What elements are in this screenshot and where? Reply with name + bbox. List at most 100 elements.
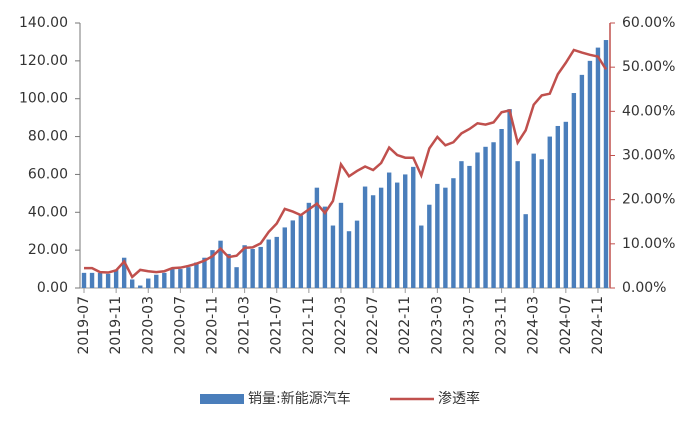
- bar: [403, 174, 408, 288]
- y2-tick-label: 10.00%: [622, 236, 675, 252]
- bar: [443, 187, 448, 288]
- bar: [507, 109, 512, 288]
- bar: [266, 239, 271, 288]
- bar: [89, 272, 95, 288]
- bar: [370, 195, 376, 288]
- bar: [306, 202, 312, 288]
- bar: [146, 278, 151, 288]
- x-tick-label: 2022-03: [333, 296, 349, 355]
- bar: [129, 279, 135, 288]
- legend-label: 渗透率: [438, 390, 480, 407]
- y2-tick-label: 50.00%: [622, 59, 675, 75]
- y-tick-label: 20.00: [28, 242, 68, 258]
- bar: [338, 202, 344, 288]
- bar: [378, 187, 384, 288]
- bar: [154, 274, 159, 288]
- line: [84, 48, 608, 279]
- y2-tick-label: 0.00%: [622, 280, 666, 296]
- y-tick-label: 120.00: [19, 53, 68, 69]
- x-tick-label: 2021-07: [269, 296, 285, 355]
- x-tick-label: 2023-03: [429, 296, 445, 355]
- bar: [555, 125, 561, 288]
- x-tick-label: 2024-03: [526, 296, 542, 355]
- y2-tick-label: 40.00%: [622, 103, 675, 119]
- y2-tick-label: 30.00%: [622, 148, 675, 164]
- x-tick-label: 2023-11: [494, 296, 510, 355]
- bar: [467, 165, 472, 288]
- bar: [97, 272, 103, 288]
- bar: [178, 269, 183, 288]
- x-tick-label: 2019-11: [108, 296, 124, 355]
- y-tick-label: 140.00: [19, 15, 68, 31]
- x-tick-label: 2021-11: [301, 296, 317, 355]
- y-tick-label: 40.00: [28, 204, 68, 220]
- bar: [218, 240, 223, 288]
- bar: [539, 159, 544, 288]
- bar: [81, 272, 87, 288]
- bar: [210, 250, 215, 288]
- y2-tick-label: 60.00%: [622, 15, 675, 31]
- x-tick-label: 2021-03: [237, 296, 253, 355]
- x-tick-label: 2019-07: [76, 296, 92, 355]
- bar: [346, 231, 352, 288]
- bar: [499, 129, 504, 288]
- bar: [202, 257, 207, 288]
- bar: [603, 40, 609, 289]
- bar: [483, 146, 488, 288]
- bar: [515, 161, 520, 288]
- bar: [459, 161, 464, 288]
- bar: [138, 285, 143, 288]
- bar: [194, 262, 199, 288]
- bar: [330, 225, 336, 288]
- bar: [475, 152, 480, 288]
- bar: [587, 60, 593, 288]
- x-tick-label: 2024-07: [558, 296, 574, 355]
- bar: [394, 182, 400, 288]
- bar: [322, 206, 328, 288]
- bar: [411, 166, 416, 288]
- bar: [491, 142, 496, 288]
- bar: [435, 183, 440, 288]
- x-tick-label: 2023-07: [461, 296, 477, 355]
- x-tick-label: 2022-11: [397, 296, 413, 355]
- bar: [419, 225, 424, 288]
- legend-swatch: [200, 394, 244, 404]
- bar: [226, 253, 231, 288]
- bar: [105, 273, 111, 288]
- bar: [162, 272, 167, 288]
- y2-tick-label: 20.00%: [622, 192, 675, 208]
- bar: [547, 136, 552, 288]
- bar: [314, 187, 320, 288]
- bar: [242, 245, 247, 288]
- bar: [386, 172, 392, 288]
- bar: [298, 215, 304, 288]
- bar: [234, 267, 239, 288]
- x-tick-label: 2022-07: [365, 296, 381, 355]
- bar: [290, 220, 296, 288]
- bar: [354, 220, 360, 288]
- x-tick-label: 2024-11: [590, 296, 606, 355]
- bar: [523, 214, 528, 288]
- bar: [571, 93, 577, 289]
- x-tick-label: 2020-07: [172, 296, 188, 355]
- bar: [531, 153, 536, 288]
- bar: [121, 257, 127, 288]
- y-tick-label: 80.00: [28, 129, 68, 145]
- bar: [258, 246, 263, 288]
- x-tick-label: 2020-03: [140, 296, 156, 355]
- y-tick-label: 100.00: [19, 91, 68, 107]
- bar: [282, 227, 287, 288]
- x-tick-label: 2020-11: [205, 296, 221, 355]
- bar: [451, 178, 456, 288]
- y-tick-label: 60.00: [28, 166, 68, 182]
- bar: [595, 47, 601, 288]
- legend-label: 销量:新能源汽车: [248, 390, 351, 407]
- bar: [362, 186, 368, 288]
- bar: [250, 249, 255, 288]
- bar: [186, 267, 191, 288]
- bar: [113, 270, 119, 288]
- bar: [274, 236, 279, 288]
- bar: [427, 204, 432, 288]
- y-tick-label: 0.00: [37, 280, 68, 296]
